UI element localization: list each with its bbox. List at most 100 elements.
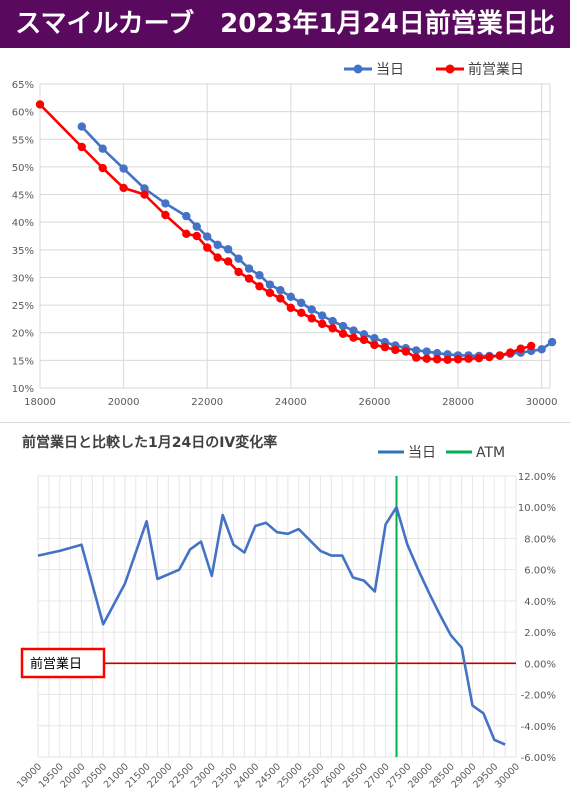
c1-y-tick-label: 25% (12, 301, 34, 312)
c1-point-prev (495, 351, 505, 360)
c1-point-today (255, 271, 264, 280)
zero-line-label: 前営業日 (30, 656, 82, 672)
c1-x-tick-label: 20000 (108, 397, 140, 408)
c1-x-tick-label: 28000 (442, 397, 474, 408)
c2-y-tick-label: 0.00% (524, 659, 556, 670)
c2-y-tick-label: 6.00% (524, 566, 556, 577)
c1-point-today (297, 298, 306, 308)
c1-point-today (192, 222, 201, 231)
c1-y-tick-label: 10% (12, 384, 34, 395)
c1-point-today (244, 264, 254, 273)
c2-legend-atm-label: ATM (476, 445, 505, 461)
c1-point-prev (370, 340, 379, 350)
c1-gridlines (39, 83, 551, 389)
c2-series-line-today (37, 505, 506, 746)
c1-point-today (317, 311, 327, 320)
c1-point-prev (485, 352, 494, 362)
c1-point-prev (432, 355, 442, 364)
c1-point-prev (182, 229, 191, 238)
c1-point-today (276, 285, 285, 295)
c1-point-today (547, 337, 557, 347)
c1-point-prev (286, 303, 296, 313)
c2-y-tick-label: 4.00% (524, 597, 556, 608)
c1-point-prev (255, 282, 264, 291)
c1-point-prev (359, 335, 369, 345)
c1-point-prev (203, 243, 212, 252)
c1-point-today (203, 232, 212, 241)
c1-point-prev (380, 342, 390, 352)
c1-series-group (35, 100, 557, 365)
c2-legend-today-label: 当日 (408, 445, 436, 461)
c1-point-prev (297, 308, 306, 318)
c1-point-today (140, 184, 149, 193)
zero-line-label-frame (20, 647, 106, 679)
c1-point-prev (328, 324, 337, 333)
c2-x-tick-label: 30000 (493, 761, 522, 790)
c1-point-prev (506, 348, 515, 357)
c1-point-today (223, 245, 233, 254)
c1-point-prev (307, 314, 316, 323)
c1-plot-area (39, 83, 551, 389)
c2-title: 前営業日と比較した1月24日のIV変化率 (22, 434, 277, 451)
c1-legend-prev-label: 前営業日 (468, 61, 524, 78)
c1-point-today (265, 280, 275, 289)
c1-point-today (286, 292, 296, 301)
c1-x-tick-label: 24000 (275, 397, 307, 408)
c1-point-prev (35, 100, 45, 109)
c1-point-prev (317, 319, 327, 329)
c1-point-prev (412, 353, 421, 362)
c1-y-tick-label: 50% (12, 163, 34, 174)
c2-series-group (37, 505, 506, 746)
c1-point-today (537, 345, 546, 354)
c1-y-tick-label: 30% (12, 273, 34, 284)
c2-y-tick-label: -2.00% (521, 691, 556, 702)
c1-point-today (328, 316, 337, 326)
c1-point-prev (422, 354, 431, 363)
c1-point-prev (192, 231, 201, 241)
c1-point-prev (119, 183, 128, 193)
c1-point-prev (223, 257, 233, 266)
c2-legend: 当日 ATM (378, 445, 505, 461)
c1-x-tick-label: 26000 (359, 397, 391, 408)
c1-x-tick-label: 30000 (526, 397, 558, 408)
c1-point-prev (516, 344, 525, 353)
c2-y-tick-label: 12.00% (518, 472, 556, 483)
chart-divider (0, 422, 570, 423)
c1-x-axis: 18000 20000 22000 24000 26000 28000 30000 (24, 397, 557, 408)
c2-x-axis: 1900019500200002050021000215002200022500… (15, 761, 522, 790)
c1-point-today (119, 164, 128, 173)
c1-x-tick-label: 18000 (24, 397, 56, 408)
c1-point-today (307, 305, 316, 314)
zero-line-label-box: 前営業日 (20, 647, 106, 679)
c1-point-prev (161, 210, 170, 220)
c1-point-today (77, 122, 87, 131)
c1-point-prev (453, 355, 463, 364)
c1-y-tick-label: 60% (12, 108, 34, 119)
iv-change-chart: 前営業日と比較した1月24日のIV変化率 -6.00% -4.00% -2.00% 0… (15, 434, 556, 791)
c1-y-tick-label: 55% (12, 135, 34, 146)
c1-point-prev (244, 274, 254, 283)
c1-x-tick-label: 22000 (191, 397, 223, 408)
c2-y-tick-label: -6.00% (521, 753, 556, 764)
c1-point-prev (276, 294, 285, 303)
c1-point-today (234, 254, 243, 263)
c2-y-axis: -6.00% -4.00% -2.00% 0.00% 2.00% 4.00% 6.00% 8.… (518, 472, 556, 764)
c1-point-today (422, 347, 431, 356)
c1-point-today (432, 348, 442, 358)
c1-legend-prev-marker (445, 64, 455, 74)
page-title: スマイルカーブ 2023年1月24日前営業日比 (0, 0, 570, 48)
c1-y-tick-label: 35% (12, 246, 34, 257)
c1-y-tick-label: 20% (12, 329, 34, 340)
c1-point-today (98, 144, 107, 153)
c1-series-line-prev (39, 103, 532, 362)
c2-y-tick-label: -4.00% (521, 722, 556, 733)
c1-point-prev (349, 333, 358, 342)
c1-y-tick-label: 15% (12, 356, 34, 367)
c2-gridlines (37, 475, 517, 758)
c1-point-prev (140, 190, 149, 199)
c1-legend-today-label: 当日 (376, 62, 404, 78)
c1-point-prev (98, 163, 107, 173)
c1-y-tick-label: 65% (12, 80, 34, 91)
c1-point-prev (401, 347, 410, 356)
c1-point-today (412, 346, 421, 355)
